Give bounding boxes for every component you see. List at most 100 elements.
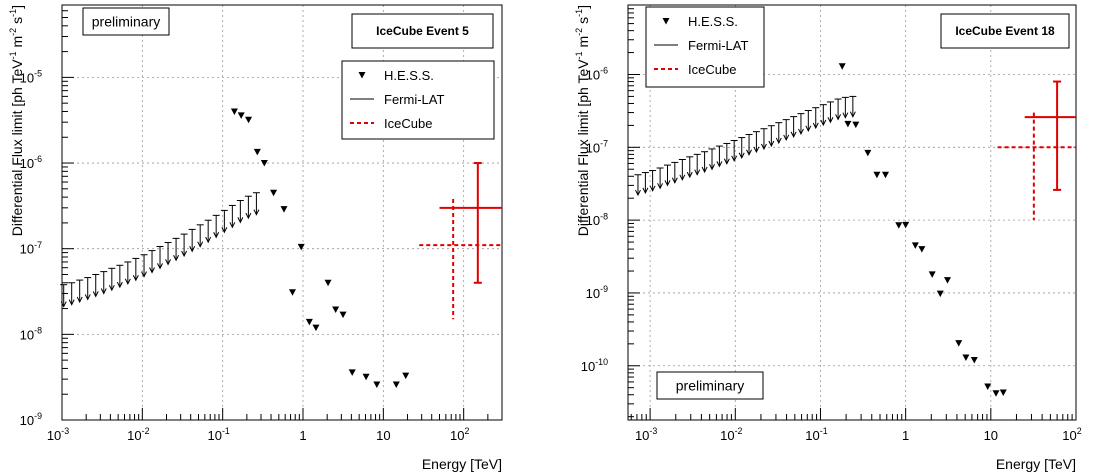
upper-limit-arrow: [149, 267, 155, 274]
upper-limit-point: [244, 195, 252, 220]
data-point: [838, 63, 846, 70]
upper-limit-arrow: [812, 122, 819, 130]
data-point: [324, 279, 332, 287]
series-icecube: [997, 80, 1076, 221]
data-point: [339, 311, 347, 319]
data-point: [943, 277, 951, 284]
data-point: [895, 222, 903, 229]
upper-limit-point: [656, 167, 664, 190]
x-tick-label: 10-1: [208, 426, 230, 443]
upper-limit-point: [148, 250, 156, 274]
data-point: [245, 116, 253, 124]
data-point: [297, 243, 305, 251]
upper-limit-point: [196, 224, 204, 248]
upper-limit-point: [841, 96, 849, 119]
upper-limit-arrow: [84, 294, 91, 301]
data-point: [962, 354, 970, 361]
data-point: [237, 112, 245, 119]
series-fermi-lat: [60, 192, 260, 308]
data-point: [873, 171, 881, 179]
upper-limit-point: [790, 116, 798, 139]
upper-limit-point: [140, 254, 148, 278]
error-bar-point: [439, 162, 502, 284]
preliminary-badge-box: [656, 371, 764, 400]
data-point: [999, 389, 1007, 396]
upper-limit-arrow: [768, 140, 775, 148]
data-point: [992, 390, 1000, 397]
plot-frame: [61, 4, 503, 421]
data-point: [260, 160, 268, 167]
upper-limit-point: [701, 151, 709, 174]
upper-limit-point: [708, 148, 716, 171]
upper-limit-point: [228, 204, 236, 229]
data-point: [936, 290, 944, 298]
upper-limit-arrow: [237, 217, 244, 224]
y-tick-label: 10-6: [586, 66, 608, 83]
upper-limit-arrow: [60, 301, 67, 308]
axis-ticks: [628, 4, 1077, 420]
upper-limit-point: [108, 267, 116, 292]
legend-label: H.E.S.S.: [688, 14, 738, 29]
upper-limit-arrow: [827, 116, 834, 124]
series-h-e-s-s-: [838, 63, 1007, 397]
preliminary-badge-box: [82, 7, 170, 36]
upper-limit-arrow: [642, 187, 649, 194]
upper-limit-arrow: [805, 125, 812, 132]
upper-limit-arrow: [790, 131, 797, 139]
upper-limit-point: [156, 246, 164, 270]
x-tick-label: 102: [1062, 426, 1081, 443]
upper-limit-point: [715, 145, 723, 168]
upper-limit-point: [738, 137, 746, 160]
upper-limit-point: [686, 156, 694, 179]
preliminary-badge: preliminary: [92, 14, 160, 30]
series-fermi-lat: [634, 95, 857, 197]
upper-limit-arrow: [738, 152, 745, 160]
upper-limit-point: [723, 142, 731, 165]
upper-limit-arrow: [116, 281, 123, 289]
legend-marker: [662, 18, 670, 25]
data-point: [305, 318, 313, 326]
data-point: [230, 108, 238, 115]
upper-limit-arrow: [716, 161, 723, 168]
error-bar-point: [997, 112, 1076, 221]
series-icecube: [419, 162, 502, 320]
upper-limit-point: [782, 119, 790, 142]
data-point: [864, 149, 872, 157]
x-tick-label: 1: [299, 428, 306, 443]
upper-limit-point: [132, 257, 140, 282]
upper-limit-arrow: [761, 143, 767, 151]
y-tick-label: 10-5: [20, 69, 42, 86]
upper-limit-point: [664, 164, 672, 187]
upper-limit-point: [84, 277, 92, 301]
x-tick-label: 10-2: [720, 426, 742, 443]
data-point: [362, 373, 370, 381]
upper-limit-point: [634, 174, 642, 197]
upper-limit-point: [60, 284, 68, 308]
upper-limit-arrow: [173, 255, 180, 262]
legend-label: IceCube: [384, 116, 432, 131]
upper-limit-arrow: [657, 183, 664, 190]
upper-limit-point: [641, 172, 649, 194]
upper-limit-arrow: [746, 149, 752, 156]
data-point: [918, 246, 926, 253]
chart-title-box: [351, 13, 494, 49]
upper-limit-arrow: [664, 180, 671, 187]
y-axis-label: Differential Flux limit [ph TeV-1 m-2 s-…: [8, 5, 25, 236]
x-axis-label: Energy [TeV]: [422, 456, 502, 472]
data-point: [852, 121, 860, 129]
upper-limit-point: [804, 110, 812, 132]
upper-limit-point: [92, 273, 100, 298]
x-tick-label: 1: [902, 428, 909, 443]
upper-limit-point: [760, 128, 768, 151]
series-h-e-s-s-: [230, 108, 410, 388]
legend-label: IceCube: [688, 62, 736, 77]
upper-limit-arrow: [649, 185, 656, 192]
upper-limit-point: [100, 271, 108, 295]
y-tick-label: 10-7: [20, 240, 42, 257]
data-point: [928, 271, 936, 278]
upper-limit-arrow: [849, 111, 856, 118]
upper-limit-point: [188, 228, 196, 253]
data-point: [881, 171, 889, 179]
data-point: [373, 381, 381, 388]
upper-limit-point: [678, 159, 686, 181]
